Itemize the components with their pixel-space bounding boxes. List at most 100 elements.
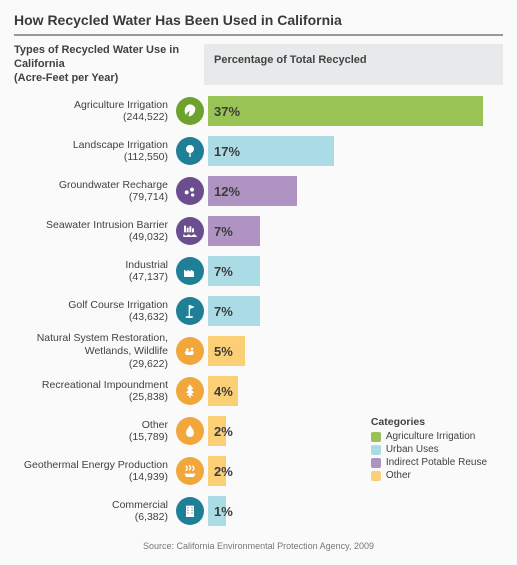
- row-acre-feet: (25,838): [14, 391, 168, 404]
- row-icon-wrap: [174, 417, 206, 445]
- legend-item: Agriculture Irrigation: [371, 431, 487, 442]
- row-acre-feet: (29,622): [14, 358, 168, 371]
- legend-label: Indirect Potable Reuse: [386, 457, 487, 468]
- factory-icon: [176, 257, 204, 285]
- legend-label: Agriculture Irrigation: [386, 431, 475, 442]
- row-icon-wrap: [174, 497, 206, 525]
- bar: 12%: [208, 176, 297, 206]
- bar: 7%: [208, 216, 260, 246]
- bar-wrap: 37%: [208, 96, 503, 126]
- bar-row: Agriculture Irrigation(244,522) 37%: [14, 91, 503, 131]
- row-label: Seawater Intrusion Barrier(49,032): [14, 219, 174, 244]
- waves-icon: [176, 217, 204, 245]
- header-left: Types of Recycled Water Use in Californi…: [14, 44, 204, 85]
- legend-swatch: [371, 471, 381, 481]
- row-label: Agriculture Irrigation(244,522): [14, 99, 174, 124]
- row-label-text: Commercial: [112, 499, 168, 511]
- bar-row: Golf Course Irrigation(43,632) 7%: [14, 291, 503, 331]
- chart-title: How Recycled Water Has Been Used in Cali…: [14, 12, 503, 36]
- legend: Categories Agriculture Irrigation Urban U…: [371, 416, 487, 483]
- bar-row: Landscape Irrigation(112,550) 17%: [14, 131, 503, 171]
- row-acre-feet: (15,789): [14, 431, 168, 444]
- bar: 4%: [208, 376, 238, 406]
- bar: 7%: [208, 296, 260, 326]
- bar-row: Industrial(47,137) 7%: [14, 251, 503, 291]
- bar-percent: 7%: [214, 296, 233, 326]
- row-acre-feet: (43,632): [14, 311, 168, 324]
- row-label: Golf Course Irrigation(43,632): [14, 299, 174, 324]
- bar: 2%: [208, 416, 226, 446]
- row-acre-feet: (79,714): [14, 191, 168, 204]
- row-label-text: Other: [142, 419, 168, 431]
- bar-wrap: 7%: [208, 296, 503, 326]
- row-label: Recreational Impoundment(25,838): [14, 379, 174, 404]
- bar-percent: 2%: [214, 416, 233, 446]
- legend-item: Urban Uses: [371, 444, 487, 455]
- row-label-text: Landscape Irrigation: [73, 139, 168, 151]
- drops-icon: [176, 177, 204, 205]
- bar: 7%: [208, 256, 260, 286]
- row-label: Groundwater Recharge(79,714): [14, 179, 174, 204]
- row-label-text: Agriculture Irrigation: [74, 99, 168, 111]
- pine-icon: [176, 377, 204, 405]
- row-label-text: Groundwater Recharge: [59, 179, 168, 191]
- bar-percent: 7%: [214, 216, 233, 246]
- row-label: Industrial(47,137): [14, 259, 174, 284]
- flag-icon: [176, 297, 204, 325]
- bar: 2%: [208, 456, 226, 486]
- legend-label: Urban Uses: [386, 444, 439, 455]
- row-label: Commercial(6,382): [14, 499, 174, 524]
- row-acre-feet: (14,939): [14, 471, 168, 484]
- row-icon-wrap: [174, 137, 206, 165]
- legend-swatch: [371, 432, 381, 442]
- bar-row: Groundwater Recharge(79,714) 12%: [14, 171, 503, 211]
- bar-percent: 37%: [214, 96, 240, 126]
- tree-icon: [176, 137, 204, 165]
- legend-item: Other: [371, 470, 487, 481]
- row-label-text: Geothermal Energy Production: [24, 459, 168, 471]
- building-icon: [176, 497, 204, 525]
- legend-swatch: [371, 445, 381, 455]
- row-label: Landscape Irrigation(112,550): [14, 139, 174, 164]
- header-left-line2: (Acre-Feet per Year): [14, 72, 118, 84]
- bar-row: Commercial(6,382) 1%: [14, 491, 503, 531]
- row-acre-feet: (112,550): [14, 151, 168, 164]
- row-icon-wrap: [174, 297, 206, 325]
- bar: 17%: [208, 136, 334, 166]
- row-icon-wrap: [174, 217, 206, 245]
- bar-percent: 5%: [214, 336, 233, 366]
- bar: 37%: [208, 96, 483, 126]
- legend-label: Other: [386, 470, 411, 481]
- bar-wrap: 4%: [208, 376, 503, 406]
- row-label-text: Recreational Impoundment: [42, 379, 168, 391]
- drop-icon: [176, 417, 204, 445]
- bar-percent: 17%: [214, 136, 240, 166]
- bar: 5%: [208, 336, 245, 366]
- bar-wrap: 1%: [208, 496, 503, 526]
- bar-row: Seawater Intrusion Barrier(49,032) 7%: [14, 211, 503, 251]
- row-icon-wrap: [174, 177, 206, 205]
- bar-wrap: 12%: [208, 176, 503, 206]
- bar: 1%: [208, 496, 226, 526]
- bar-row: Natural System Restoration, Wetlands, Wi…: [14, 331, 503, 371]
- bar-percent: 4%: [214, 376, 233, 406]
- row-label-text: Natural System Restoration, Wetlands, Wi…: [37, 332, 168, 357]
- row-icon-wrap: [174, 97, 206, 125]
- legend-title: Categories: [371, 416, 487, 428]
- row-label-text: Seawater Intrusion Barrier: [46, 219, 168, 231]
- header-right: Percentage of Total Recycled: [204, 44, 503, 85]
- bar-percent: 7%: [214, 256, 233, 286]
- row-acre-feet: (6,382): [14, 511, 168, 524]
- row-label-text: Industrial: [125, 259, 168, 271]
- row-icon-wrap: [174, 257, 206, 285]
- bar-wrap: 5%: [208, 336, 503, 366]
- row-icon-wrap: [174, 457, 206, 485]
- legend-swatch: [371, 458, 381, 468]
- row-acre-feet: (244,522): [14, 111, 168, 124]
- source-text: Source: California Environmental Protect…: [14, 541, 503, 551]
- row-label: Other(15,789): [14, 419, 174, 444]
- row-acre-feet: (47,137): [14, 271, 168, 284]
- bar-wrap: 7%: [208, 216, 503, 246]
- bar-row: Recreational Impoundment(25,838) 4%: [14, 371, 503, 411]
- bar-wrap: 17%: [208, 136, 503, 166]
